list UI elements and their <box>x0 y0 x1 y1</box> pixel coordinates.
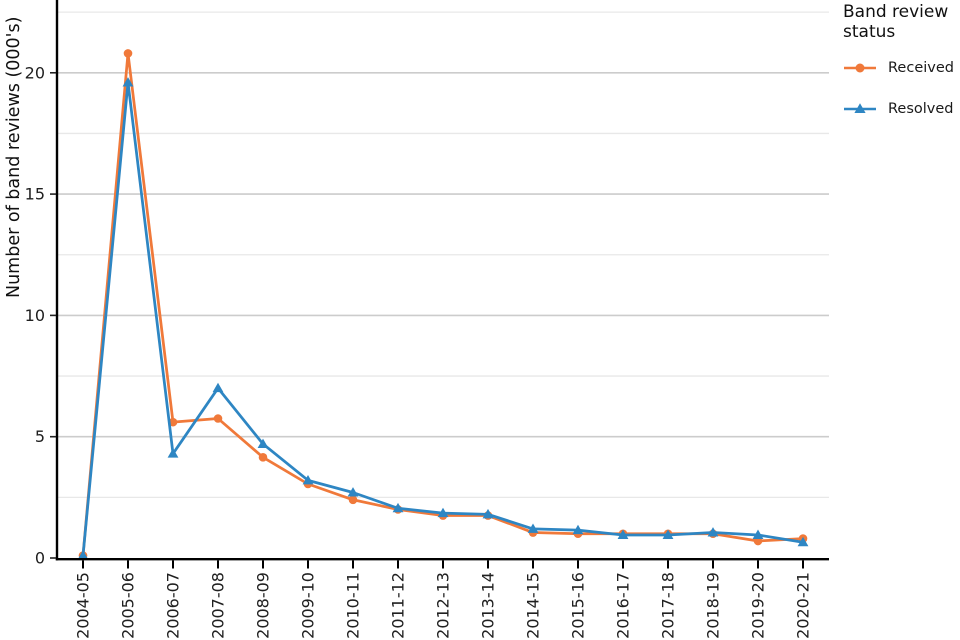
legend-title: Band review status <box>843 2 949 43</box>
x-tick-label: 2006-07 <box>164 572 183 639</box>
x-tick-label: 2010-11 <box>344 572 363 639</box>
y-tick-label: 20 <box>25 63 45 82</box>
x-tick-label: 2014-15 <box>524 572 543 639</box>
x-tick-label: 2018-19 <box>704 572 723 639</box>
data-point-received <box>213 414 223 423</box>
legend-item-received: Received <box>843 60 960 76</box>
series-line-resolved <box>81 81 804 556</box>
data-point-resolved <box>212 382 224 393</box>
x-tick-label: 2015-16 <box>569 572 588 639</box>
data-point-received <box>258 453 268 462</box>
data-point-resolved <box>707 527 719 537</box>
x-tick-label: 2017-18 <box>659 572 678 639</box>
y-tick-label: 0 <box>35 549 45 568</box>
y-tick-label: 10 <box>25 306 45 325</box>
data-point-resolved <box>437 507 449 518</box>
y-tick-label: 5 <box>35 427 45 446</box>
data-point-resolved <box>572 524 584 535</box>
data-point-resolved <box>662 529 674 539</box>
x-tick-label: 2013-14 <box>479 572 498 639</box>
data-point-resolved <box>302 474 314 485</box>
legend-item-resolved: Resolved <box>843 101 960 117</box>
x-tick-label: 2019-20 <box>749 572 768 639</box>
data-point-received <box>168 417 178 427</box>
data-point-received <box>123 49 133 58</box>
data-point-resolved <box>617 529 629 539</box>
x-tick-label: 2012-13 <box>434 572 453 639</box>
data-point-resolved <box>752 529 764 539</box>
data-point-resolved <box>122 77 134 87</box>
x-tick-label: 2005-06 <box>119 572 138 639</box>
triangle-marker-icon <box>844 102 876 113</box>
data-point-resolved <box>392 502 404 513</box>
x-tick-label: 2020-21 <box>794 572 813 639</box>
legend-items: Received Resolved <box>843 60 960 117</box>
legend-item-label: Resolved <box>888 100 954 117</box>
data-point-received <box>348 495 358 505</box>
legend: Band review status Received Resolved <box>843 2 960 117</box>
y-tick-label: 15 <box>25 185 45 204</box>
data-point-resolved <box>77 550 89 560</box>
x-tick-label: 2008-09 <box>254 572 273 639</box>
data-point-resolved <box>167 448 179 458</box>
circle-marker-icon <box>844 63 876 73</box>
data-point-resolved <box>797 536 809 547</box>
legend-item-label: Received <box>888 59 954 76</box>
x-tick-label: 2004-05 <box>74 572 93 639</box>
data-point-resolved <box>347 487 359 497</box>
x-tick-label: 2007-08 <box>209 572 228 639</box>
x-tick-label: 2016-17 <box>614 572 633 639</box>
series-line-received <box>81 51 804 556</box>
y-axis-title: Number of band reviews (000's) <box>4 16 24 298</box>
data-point-resolved <box>257 438 269 448</box>
data-point-resolved <box>527 523 539 533</box>
x-tick-label: 2009-10 <box>299 572 318 639</box>
data-point-resolved <box>482 508 494 519</box>
x-tick-label: 2011-12 <box>389 572 408 639</box>
